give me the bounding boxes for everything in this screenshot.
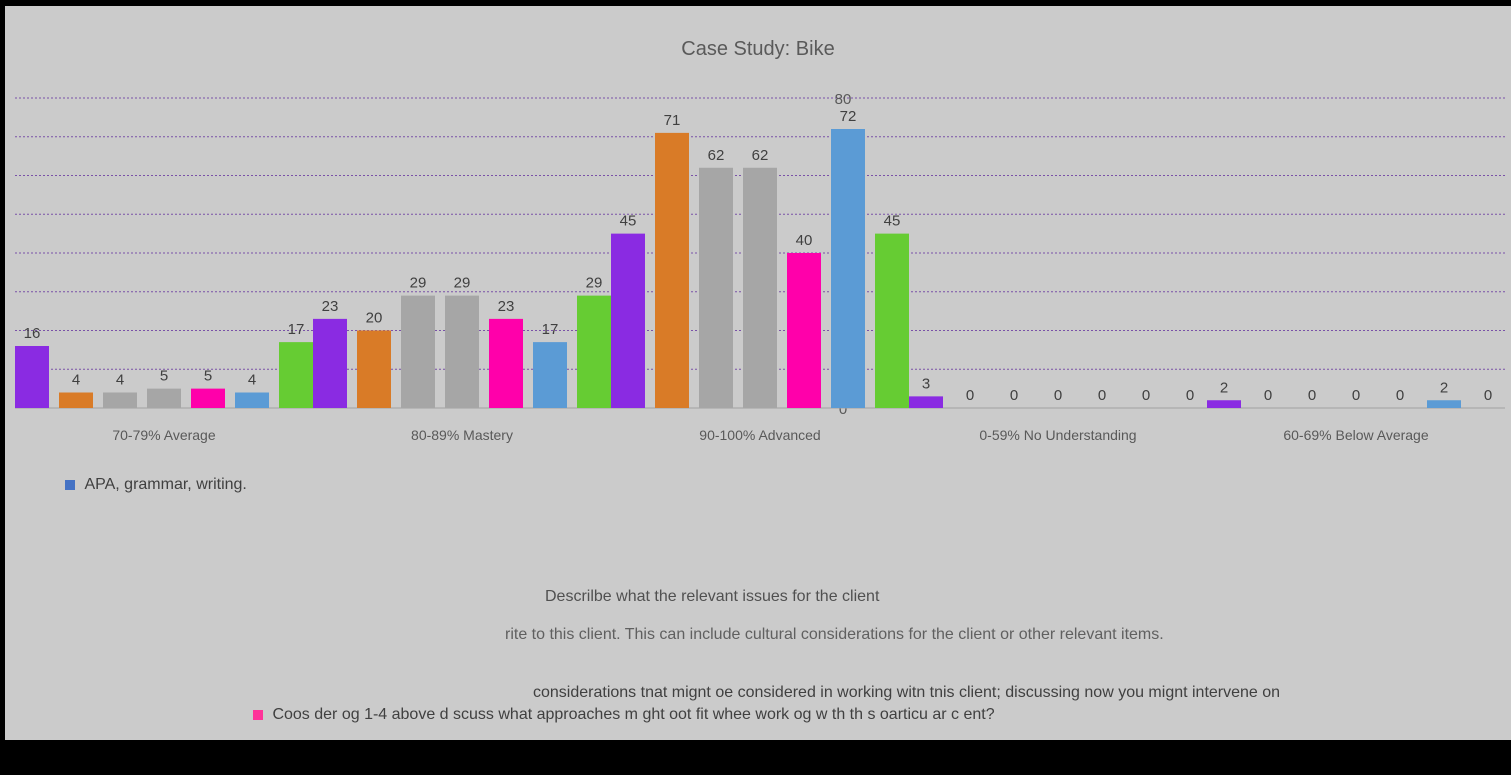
legend-label-apa: APA, grammar, writing. <box>84 476 247 493</box>
data-label: 72 <box>840 108 857 125</box>
data-label: 3 <box>922 375 930 392</box>
category-label: 0-59% No Understanding <box>979 427 1136 443</box>
bar <box>533 342 567 408</box>
data-label: 62 <box>752 147 769 164</box>
bar <box>489 318 523 408</box>
data-label: 5 <box>204 368 212 385</box>
bar <box>357 330 391 408</box>
legend-label-considerations: considerations tnat mignt oe considered … <box>533 684 1281 701</box>
bar <box>1427 400 1461 408</box>
bar <box>15 346 49 408</box>
bar <box>313 318 347 408</box>
chart-canvas: Case Study: Bike 01020304050607080164455… <box>5 6 1511 740</box>
data-label: 62 <box>708 147 725 164</box>
data-label: 0 <box>1308 387 1316 404</box>
bar <box>655 132 689 408</box>
bar <box>103 392 137 408</box>
data-label: 23 <box>498 298 515 315</box>
data-label: 2 <box>1440 379 1448 396</box>
y-tick-label: 80 <box>835 91 852 108</box>
data-label: 0 <box>966 387 974 404</box>
bar <box>59 392 93 408</box>
data-label: 0 <box>1352 387 1360 404</box>
data-label: 2 <box>1220 379 1228 396</box>
category-label: 90-100% Advanced <box>699 427 820 443</box>
data-label: 29 <box>454 275 471 292</box>
bar <box>235 392 269 408</box>
bar <box>279 342 313 408</box>
bar <box>875 233 909 408</box>
category-label: 60-69% Below Average <box>1283 427 1428 443</box>
data-label: 45 <box>884 213 901 230</box>
data-label: 16 <box>24 325 41 342</box>
data-label: 0 <box>1264 387 1272 404</box>
category-label: 70-79% Average <box>112 427 215 443</box>
bar <box>1207 400 1241 408</box>
data-label: 20 <box>366 310 383 327</box>
legend-item-approaches: Coos der og 1-4 above d scuss what appro… <box>253 706 995 724</box>
y-tick-label: 0 <box>839 401 847 418</box>
data-label: 0 <box>1010 387 1018 404</box>
legend-item-apa: APA, grammar, writing. <box>65 476 247 494</box>
plot-area: 0102030405060708016445541770-79% Average… <box>15 91 1505 443</box>
legend-fragment-cultural: rite to this client. This can include cu… <box>505 626 1164 643</box>
data-label: 23 <box>322 298 339 315</box>
category-label: 80-89% Mastery <box>411 427 513 443</box>
data-label: 4 <box>116 372 124 389</box>
data-label: 29 <box>586 275 603 292</box>
data-label: 45 <box>620 213 637 230</box>
legend-fragment-description: Descrilbe what the relevant issues for t… <box>545 588 880 605</box>
legend-swatch-approaches <box>253 710 263 720</box>
data-label: 40 <box>796 232 813 249</box>
data-label: 71 <box>664 112 681 129</box>
bar <box>401 295 435 408</box>
data-label: 0 <box>1054 387 1062 404</box>
data-label: 29 <box>410 275 427 292</box>
data-label: 5 <box>160 368 168 385</box>
data-label: 0 <box>1142 387 1150 404</box>
bar <box>699 167 733 408</box>
bar <box>831 129 865 408</box>
bar <box>147 388 181 408</box>
data-label: 17 <box>288 321 305 338</box>
bar <box>611 233 645 408</box>
legend-swatch-apa <box>65 480 75 490</box>
bar <box>787 253 821 408</box>
data-label: 0 <box>1098 387 1106 404</box>
bar <box>191 388 225 408</box>
data-label: 0 <box>1186 387 1194 404</box>
data-label: 4 <box>248 372 256 389</box>
data-label: 0 <box>1484 387 1492 404</box>
legend-item-considerations: considerations tnat mignt oe considered … <box>533 684 1280 702</box>
data-label: 17 <box>542 321 559 338</box>
bar <box>445 295 479 408</box>
data-label: 4 <box>72 372 80 389</box>
legend-label-approaches: Coos der og 1-4 above d scuss what appro… <box>272 706 995 723</box>
chart-title: Case Study: Bike <box>681 38 835 60</box>
bar <box>743 167 777 408</box>
bottom-bar <box>0 740 1511 775</box>
data-label: 0 <box>1396 387 1404 404</box>
bar <box>577 295 611 408</box>
bar <box>909 396 943 408</box>
